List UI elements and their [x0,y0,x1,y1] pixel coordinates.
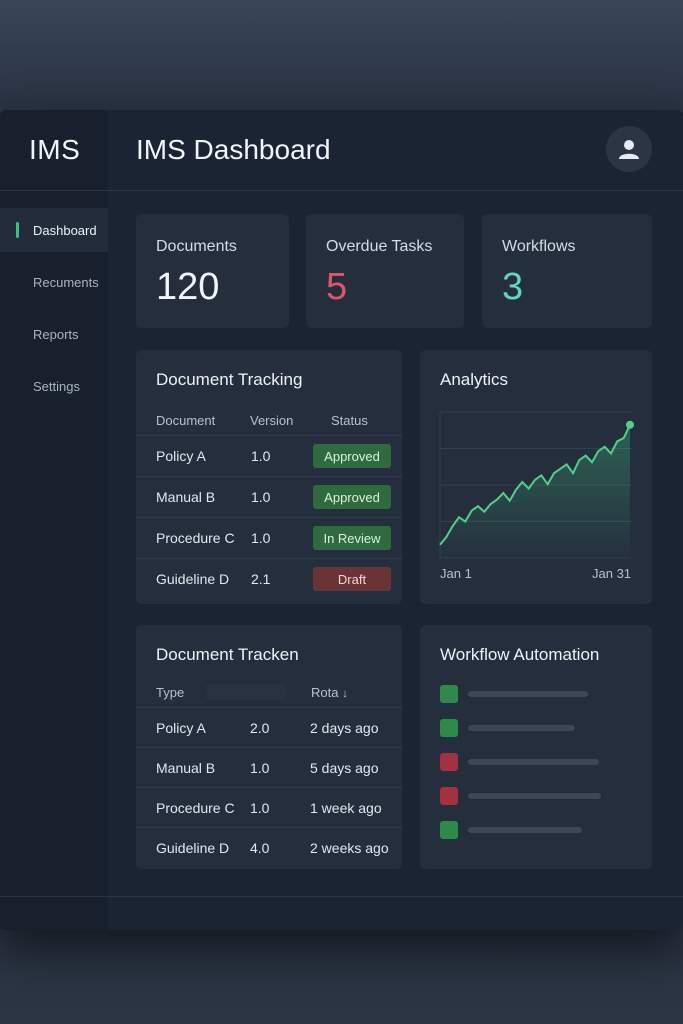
stat-value: 5 [326,266,348,308]
table-row[interactable]: Policy A 2.0 2 days ago [136,707,402,747]
table-row[interactable]: Manual B 1.0 Approved [136,476,402,517]
chart-line [439,424,631,546]
analytics-chart [439,411,634,559]
document-version: 1.0 [251,489,271,505]
document-updated: 5 days ago [310,759,379,776]
sidebar-item-label: Reports [33,326,79,342]
workflow-item[interactable] [440,719,640,737]
brand-logo: IMS [29,134,81,165]
workflow-status-indicator [440,719,458,737]
stat-label: Documents [156,238,237,255]
document-name: Guideline D [156,839,230,856]
table-header: Document Version Status [136,405,402,435]
status-badge: Draft [313,567,391,591]
filter-placeholder [206,684,286,700]
chart-area [440,424,630,558]
stat-card-documents[interactable]: Documents 120 [136,214,289,328]
workflow-status-indicator [440,753,458,771]
workflow-progress-bar [468,793,601,799]
workflow-item[interactable] [440,685,640,703]
document-name: Manual B [156,489,216,505]
document-version: 4.0 [250,839,270,856]
document-updated: 1 week ago [310,799,382,816]
status-badge: In Review [313,526,391,550]
workflow-status-indicator [440,821,458,839]
avatar[interactable] [606,126,652,172]
workflow-automation-card: Workflow Automation [420,625,652,869]
status-badge: Approved [313,444,391,468]
workflow-progress-bar [468,691,588,697]
document-name: Manual B [156,759,216,776]
user-icon [619,140,639,159]
header-divider [0,190,683,191]
document-tracken-card: Document Tracken Type Rota ↓ Policy A 2.… [136,625,402,869]
stat-card-workflows[interactable]: Workflows 3 [482,214,652,328]
sidebar-item-label: Settings [33,378,80,394]
table-row[interactable]: Procedure C 1.0 1 week ago [136,787,402,827]
document-tracken-table: Type Rota ↓ Policy A 2.0 2 days ago Manu… [136,677,402,867]
footer-divider [0,896,683,897]
document-version: 1.0 [250,799,270,816]
card-title: Document Tracken [156,645,299,664]
chart-endpoint [626,420,634,429]
workflow-progress-bar [468,725,575,731]
document-updated: 2 days ago [310,719,379,736]
column-header-rota[interactable]: Rota ↓ [311,685,348,700]
table-row[interactable]: Guideline D 2.1 Draft [136,558,402,599]
workflow-progress-bar [468,759,599,765]
card-title: Analytics [440,370,509,389]
workflow-item[interactable] [440,821,640,839]
sidebar-nav: Dashboard Recuments Reports Settings [0,208,108,416]
workflow-item[interactable] [440,787,640,805]
document-name: Procedure C [156,530,235,546]
sidebar-item-recuments[interactable]: Recuments [0,260,108,304]
table-row[interactable]: Procedure C 1.0 In Review [136,517,402,558]
stat-label: Overdue Tasks [326,238,433,255]
document-version: 1.0 [251,530,271,546]
workflow-item[interactable] [440,753,640,771]
status-badge: Approved [313,485,391,509]
column-header-document: Document [156,412,216,428]
dashboard-window: IMS Dashboard Recuments Reports Settings… [0,110,683,930]
stat-label: Workflows [502,238,576,255]
document-version: 2.1 [251,571,271,587]
document-version: 1.0 [250,759,270,776]
stat-value: 120 [156,266,220,308]
document-name: Policy A [156,448,206,464]
page-title: IMS Dashboard [136,134,331,165]
table-row[interactable]: Manual B 1.0 5 days ago [136,747,402,787]
table-header: Type Rota ↓ [136,677,402,707]
sidebar-item-label: Dashboard [33,222,97,238]
document-tracking-card: Document Tracking Document Version Statu… [136,350,402,604]
document-name: Policy A [156,719,206,736]
column-header-label: Rota [311,684,339,700]
document-name: Guideline D [156,571,230,587]
table-row[interactable]: Policy A 1.0 Approved [136,435,402,476]
document-version: 1.0 [251,448,271,464]
column-header-status: Status [331,412,368,428]
stat-value: 3 [502,266,524,308]
x-tick-start: Jan 1 [440,566,472,581]
analytics-card: Analytics Jan 1 Jan 31 [420,350,652,604]
stat-card-overdue-tasks[interactable]: Overdue Tasks 5 [306,214,464,328]
column-header-type: Type [156,684,185,700]
workflow-status-indicator [440,787,458,805]
sidebar-item-settings[interactable]: Settings [0,364,108,408]
workflow-status-indicator [440,685,458,703]
x-tick-end: Jan 31 [592,566,632,581]
document-version: 2.0 [250,719,270,736]
sidebar-item-reports[interactable]: Reports [0,312,108,356]
document-tracking-table: Document Version Status Policy A 1.0 App… [136,405,402,599]
sidebar: IMS Dashboard Recuments Reports Settings [0,110,108,930]
card-title: Workflow Automation [440,645,600,664]
sidebar-item-dashboard[interactable]: Dashboard [0,208,108,252]
table-row[interactable]: Guideline D 4.0 2 weeks ago [136,827,402,867]
workflow-progress-bar [468,827,582,833]
document-updated: 2 weeks ago [310,839,389,856]
arrow-down-icon: ↓ [342,685,349,700]
card-title: Document Tracking [156,370,303,389]
document-name: Procedure C [156,799,235,816]
sidebar-item-label: Recuments [33,274,99,290]
column-header-version: Version [250,412,294,428]
